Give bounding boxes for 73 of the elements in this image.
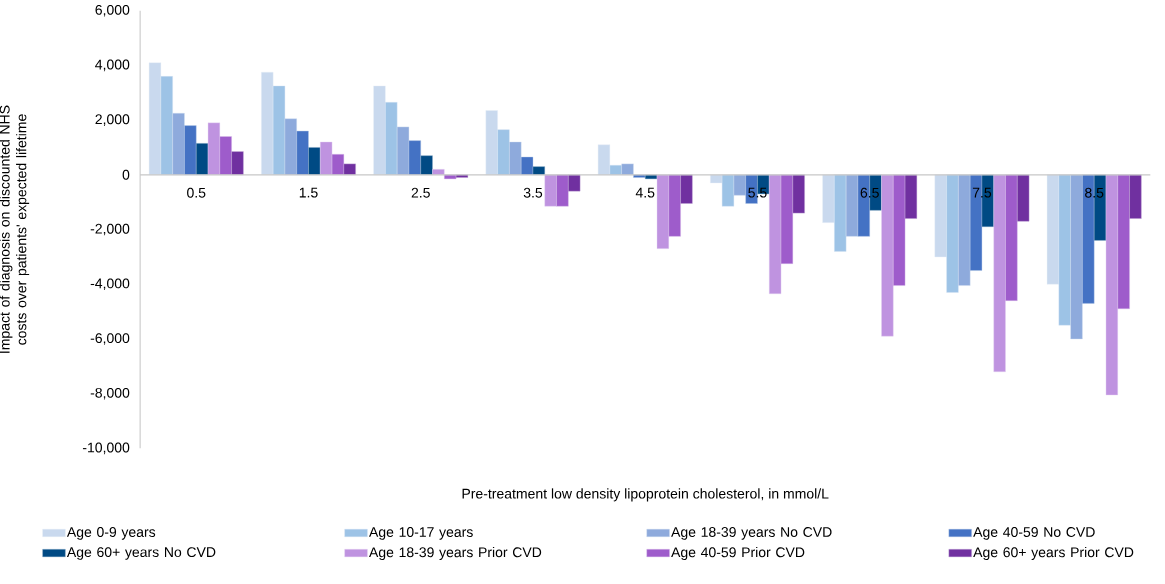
y-tick-label: 4,000 xyxy=(95,59,130,71)
bar xyxy=(792,174,805,214)
x-tick-label: 1.5 xyxy=(299,187,318,198)
y-tick-label: 6,000 xyxy=(95,4,130,17)
bar xyxy=(710,174,723,183)
legend-label: Age 60+ years No CVD xyxy=(66,546,216,560)
bar xyxy=(769,174,782,294)
bar xyxy=(633,174,646,178)
legend-label: Age 0-9 years xyxy=(66,526,156,540)
bar xyxy=(373,85,386,175)
legend-label: Age 18-39 years Prior CVD xyxy=(369,546,542,560)
bar xyxy=(656,174,669,249)
y-tick-label: -10,000 xyxy=(82,442,130,454)
bar xyxy=(881,174,894,337)
legend-label: Age 40-59 Prior CVD xyxy=(671,546,805,560)
bar xyxy=(261,71,274,175)
bar xyxy=(184,125,197,175)
bar xyxy=(420,155,433,175)
bar xyxy=(455,174,469,178)
bar xyxy=(1005,174,1018,301)
bar xyxy=(556,174,569,207)
x-tick-label: 5.5 xyxy=(748,187,767,198)
bar xyxy=(568,174,581,192)
y-tick-label: -2,000 xyxy=(90,223,130,236)
bar xyxy=(544,174,557,207)
bar xyxy=(1017,174,1030,222)
bar xyxy=(780,174,794,264)
bar xyxy=(320,141,333,175)
bar xyxy=(1117,174,1130,309)
y-tick-label: -4,000 xyxy=(90,278,130,290)
x-axis-title: Pre-treatment low density lipoprotein cholesterol, in mmol/L xyxy=(462,488,829,502)
legend-label: Age 10-17 years xyxy=(369,526,473,540)
bar xyxy=(444,174,457,179)
bar xyxy=(934,174,947,257)
bar xyxy=(308,147,321,175)
bar xyxy=(331,153,345,175)
bar xyxy=(1129,174,1142,219)
bar xyxy=(1046,174,1060,285)
x-tick-label: 3.5 xyxy=(523,187,543,198)
x-tick-label: 7.5 xyxy=(972,187,992,198)
bar xyxy=(993,174,1006,372)
bar xyxy=(680,174,693,204)
bar xyxy=(148,62,162,175)
x-tick-label: 4.5 xyxy=(635,187,655,198)
legend-label: Age 40-59 No CVD xyxy=(973,526,1095,540)
x-tick-label: 2.5 xyxy=(411,187,430,198)
y-tick-label: -6,000 xyxy=(90,332,130,345)
legend-label: Age 60+ years Prior CVD xyxy=(973,546,1134,560)
bar xyxy=(904,174,918,219)
bar xyxy=(645,174,658,179)
bar xyxy=(1105,174,1118,395)
bar xyxy=(343,163,356,175)
bar xyxy=(521,156,534,175)
y-tick-label: 2,000 xyxy=(95,114,130,126)
bar xyxy=(893,174,906,286)
x-tick-label: 8.5 xyxy=(1085,187,1104,198)
x-tick-label: 0.5 xyxy=(187,187,206,198)
bar xyxy=(219,136,232,175)
y-tick-label: -8,000 xyxy=(90,387,130,400)
y-tick-label: 0 xyxy=(122,169,130,180)
bar xyxy=(408,140,421,175)
y-axis-title: Impact of diagnosis on discounted NHS costs over patients' expected lifetime xyxy=(0,105,30,353)
bar xyxy=(231,151,244,175)
bar xyxy=(485,110,498,175)
bar xyxy=(296,130,309,175)
bar xyxy=(668,174,681,237)
bar xyxy=(822,174,835,223)
x-tick-label: 6.5 xyxy=(860,187,879,198)
legend-label: Age 18-39 years No CVD xyxy=(671,526,832,540)
bar xyxy=(432,168,445,175)
bar xyxy=(597,144,611,175)
bar xyxy=(532,166,545,175)
bar xyxy=(207,122,221,175)
